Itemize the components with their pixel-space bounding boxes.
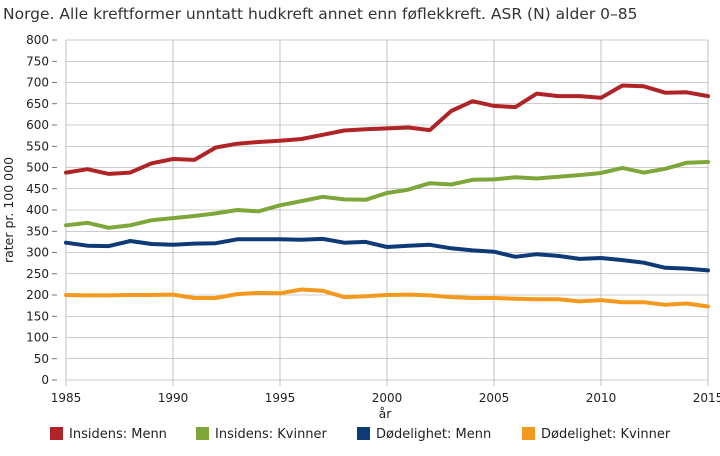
legend-swatch-4 xyxy=(522,427,535,440)
series-lines xyxy=(64,83,710,309)
x-tick-labels: 1985 1990 1995 2000 2005 2010 2015 xyxy=(51,391,720,405)
legend: Insidens: Menn Insidens: Kvinner Dødelighe… xyxy=(50,427,671,442)
legend-label-1: Insidens: Menn xyxy=(69,427,167,442)
legend-swatch-1 xyxy=(50,427,63,440)
y-tick-0: 0 xyxy=(41,373,49,387)
x-tick-1995: 1995 xyxy=(265,391,296,405)
legend-swatch-2 xyxy=(196,427,209,440)
y-tick-50: 50 xyxy=(34,352,49,366)
y-tick-150: 150 xyxy=(26,309,49,323)
y-tick-650: 650 xyxy=(26,97,49,111)
x-tick-1985: 1985 xyxy=(51,391,82,405)
y-tick-500: 500 xyxy=(26,161,49,175)
y-tick-450: 450 xyxy=(26,182,49,196)
y-tick-750: 750 xyxy=(26,54,49,68)
y-tick-250: 250 xyxy=(26,267,49,281)
y-tick-550: 550 xyxy=(26,139,49,153)
y-tick-600: 600 xyxy=(26,118,49,132)
series-line-1 xyxy=(64,83,710,176)
legend-item-3: Dødelighet: Menn xyxy=(357,427,491,442)
y-tick-200: 200 xyxy=(26,288,49,302)
y-tick-300: 300 xyxy=(26,246,49,260)
legend-swatch-3 xyxy=(357,427,370,440)
y-tick-labels: 0 50 100 150 200 250 300 350 400 450 500 550 600 650 7… xyxy=(26,33,57,387)
legend-item-1: Insidens: Menn xyxy=(50,427,167,442)
y-tick-700: 700 xyxy=(26,76,49,90)
x-tick-1990: 1990 xyxy=(158,391,189,405)
legend-item-2: Insidens: Kvinner xyxy=(196,427,328,442)
y-tick-400: 400 xyxy=(26,203,49,217)
x-tick-2000: 2000 xyxy=(372,391,403,405)
series-line-3 xyxy=(64,236,710,273)
legend-item-4: Dødelighet: Kvinner xyxy=(522,427,671,442)
y-tick-800: 800 xyxy=(26,33,49,47)
x-axis-label: år xyxy=(379,406,393,421)
legend-label-3: Dødelighet: Menn xyxy=(376,427,491,442)
x-tick-2015: 2015 xyxy=(693,391,720,405)
series-line-4 xyxy=(64,287,710,309)
y-tick-100: 100 xyxy=(26,331,49,345)
legend-label-4: Dødelighet: Kvinner xyxy=(541,427,671,442)
x-tick-2010: 2010 xyxy=(586,391,617,405)
y-axis-label: rater pr. 100 000 xyxy=(1,157,16,263)
x-tick-2005: 2005 xyxy=(479,391,510,405)
y-tick-350: 350 xyxy=(26,224,49,238)
chart-title: Norge. Alle kreftformer unntatt hudkreft… xyxy=(3,5,637,23)
grid-lines xyxy=(65,39,709,386)
legend-label-2: Insidens: Kvinner xyxy=(215,427,328,442)
series-line-2 xyxy=(64,160,710,230)
